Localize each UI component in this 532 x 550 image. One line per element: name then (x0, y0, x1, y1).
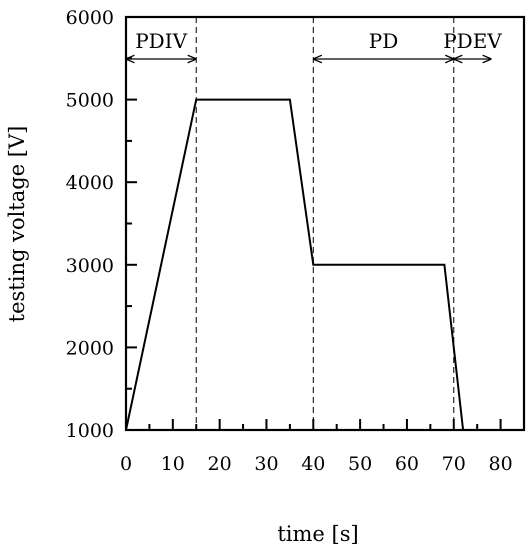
y-tick-label: 6000 (66, 7, 114, 29)
x-tick-label: 10 (161, 453, 185, 475)
x-axis-label: time [s] (277, 522, 358, 546)
plot-layer: 0 10 20 30 40 50 60 70 80 1000 2000 3000 4000 5000 600… (66, 7, 526, 475)
y-axis-label: testing voltage [V] (5, 126, 29, 323)
y-tick-label: 3000 (66, 255, 114, 277)
phase-label-pdiv: PDIV (135, 29, 187, 53)
x-tick-label: 30 (254, 453, 278, 475)
y-tick-label: 4000 (66, 172, 114, 194)
x-tick-label: 0 (120, 453, 132, 475)
x-tick-label: 60 (395, 453, 419, 475)
series-line-0 (125, 98, 465, 431)
phase-label-pd: PD (369, 29, 399, 53)
x-tick-label: 70 (442, 453, 466, 475)
phase-label-pdev: PDEV (443, 29, 502, 53)
y-tick-label: 5000 (66, 90, 114, 112)
plot-frame (124, 15, 526, 432)
y-tick-label: 2000 (66, 337, 114, 359)
x-tick-label: 40 (301, 453, 325, 475)
x-tick-label: 20 (208, 453, 232, 475)
y-tick-label: 1000 (66, 420, 114, 442)
x-tick-label: 80 (488, 453, 512, 475)
x-tick-label: 50 (348, 453, 372, 475)
